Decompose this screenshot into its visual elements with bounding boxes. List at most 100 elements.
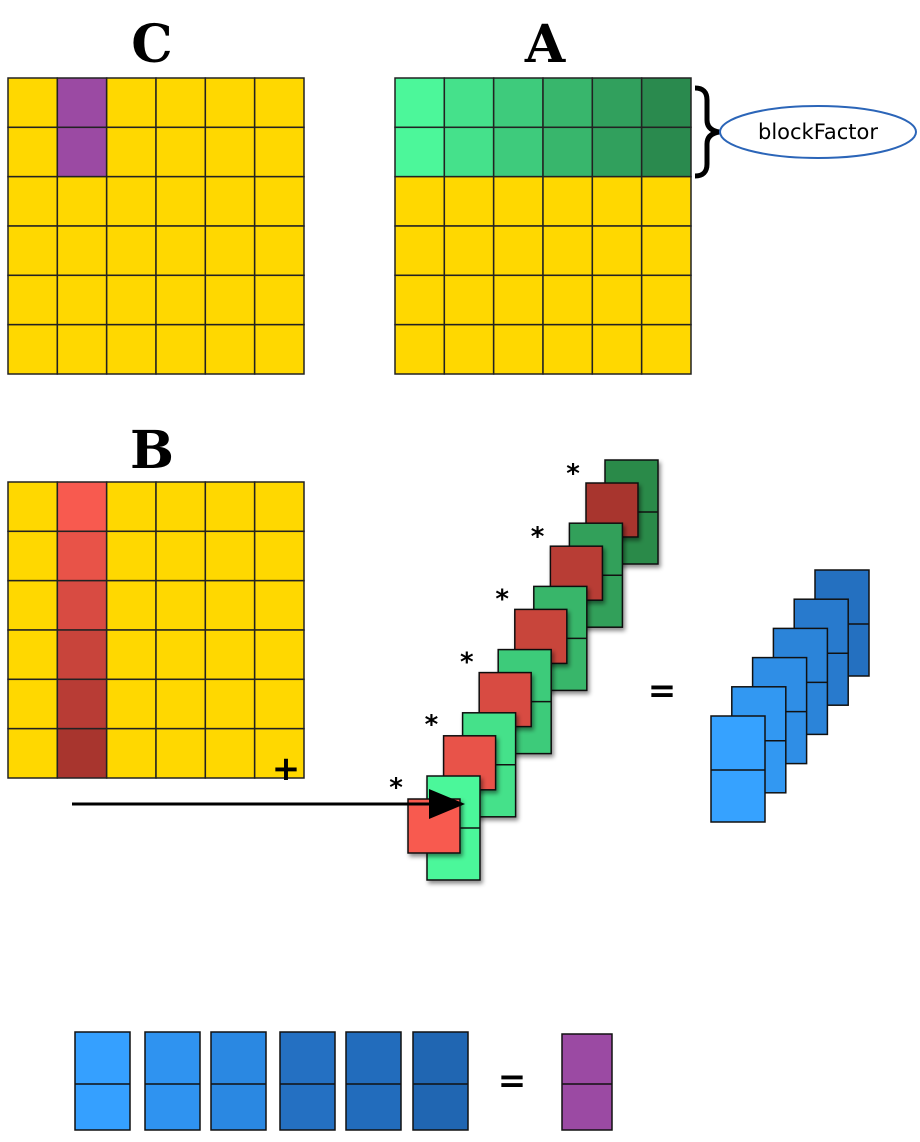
cell [494, 177, 543, 226]
matrices [8, 78, 691, 778]
cell [156, 729, 205, 778]
cell [592, 226, 641, 275]
cell [255, 226, 304, 275]
cell [642, 177, 691, 226]
cell [255, 78, 304, 127]
cell [107, 630, 156, 679]
cell [57, 177, 106, 226]
cell [57, 275, 106, 324]
cell [107, 78, 156, 127]
cell [57, 679, 106, 728]
cell [57, 127, 106, 176]
cell [255, 531, 304, 580]
cell [8, 275, 57, 324]
cell [444, 325, 493, 374]
diagram: ****** C A B blockFactor = + = [0, 0, 920, 1142]
cell [642, 226, 691, 275]
cell [156, 78, 205, 127]
block-products: ****** [389, 459, 869, 880]
cell [8, 78, 57, 127]
cell [543, 177, 592, 226]
cell [107, 275, 156, 324]
cell [8, 177, 57, 226]
equals: = [498, 1061, 527, 1101]
multiply-sign: * [425, 710, 439, 740]
cell [205, 581, 254, 630]
cell [255, 177, 304, 226]
cell [107, 226, 156, 275]
cell [107, 127, 156, 176]
c-block [711, 716, 765, 822]
cell [107, 325, 156, 374]
cell [8, 531, 57, 580]
sum-block [211, 1032, 266, 1130]
cell [543, 275, 592, 324]
cell [592, 177, 641, 226]
cell [494, 275, 543, 324]
sum-block [346, 1032, 401, 1130]
cell [395, 325, 444, 374]
cell [642, 78, 691, 127]
cell [107, 177, 156, 226]
cell [395, 275, 444, 324]
cell [156, 325, 205, 374]
cell [444, 226, 493, 275]
cell [205, 482, 254, 531]
cell [8, 226, 57, 275]
cell [592, 325, 641, 374]
cell [592, 127, 641, 176]
cell [395, 127, 444, 176]
cell [444, 78, 493, 127]
cell [205, 78, 254, 127]
cell [592, 275, 641, 324]
cell [57, 226, 106, 275]
cell [57, 482, 106, 531]
cell [156, 482, 205, 531]
result-block [562, 1034, 612, 1130]
sum-block [413, 1032, 468, 1130]
cell [395, 177, 444, 226]
cell [395, 226, 444, 275]
cell [494, 325, 543, 374]
plus: + [272, 749, 301, 789]
cell [205, 177, 254, 226]
cell [255, 630, 304, 679]
cell [255, 127, 304, 176]
matrix-label: A [524, 14, 566, 75]
cell [57, 325, 106, 374]
cell [107, 482, 156, 531]
cell [205, 630, 254, 679]
cell [156, 581, 205, 630]
cell [57, 630, 106, 679]
cell [642, 275, 691, 324]
equals: = [648, 671, 677, 711]
sum-row [75, 1032, 612, 1130]
cell [255, 325, 304, 374]
cell [395, 78, 444, 127]
multiply-sign: * [495, 585, 509, 615]
multiply-sign: * [531, 522, 545, 552]
cell [205, 127, 254, 176]
cell [156, 275, 205, 324]
cell [57, 78, 106, 127]
multiply-sign: * [566, 459, 580, 489]
cell [8, 127, 57, 176]
cell [543, 226, 592, 275]
cell [8, 325, 57, 374]
b-block [408, 799, 460, 853]
cell [444, 127, 493, 176]
cell [156, 679, 205, 728]
cell [205, 226, 254, 275]
cell [8, 729, 57, 778]
cell [8, 630, 57, 679]
cell [8, 581, 57, 630]
cell [592, 78, 641, 127]
sum-block [145, 1032, 200, 1130]
cell [642, 127, 691, 176]
cell [156, 127, 205, 176]
cell [156, 226, 205, 275]
cell [8, 679, 57, 728]
cell [255, 482, 304, 531]
cell [156, 177, 205, 226]
sum-block [75, 1032, 130, 1130]
